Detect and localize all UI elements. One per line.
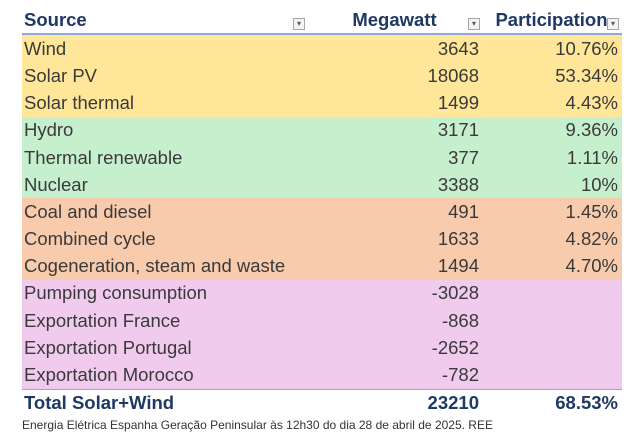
participation-cell[interactable]: 4.82%	[483, 225, 622, 253]
header-megawatt-label: Megawatt	[352, 8, 437, 30]
participation-cell[interactable]	[483, 279, 622, 308]
source-cell[interactable]: Nuclear	[22, 171, 308, 199]
megawatt-cell[interactable]: -3028	[308, 279, 483, 308]
source-cell[interactable]: Exportation Portugal	[22, 334, 308, 362]
participation-cell[interactable]: 10%	[483, 171, 622, 199]
participation-cell[interactable]	[483, 361, 622, 390]
source-cell[interactable]: Exportation Morocco	[22, 361, 308, 390]
source-cell[interactable]: Thermal renewable	[22, 143, 308, 172]
table-row: Wind 3643 10.76%	[22, 34, 622, 63]
megawatt-cell[interactable]: 3171	[308, 116, 483, 144]
header-participation-label: Participation	[495, 8, 608, 30]
participation-cell[interactable]: 10.76%	[483, 34, 622, 63]
source-cell[interactable]: Combined cycle	[22, 225, 308, 253]
table-row: Solar thermal 1499 4.43%	[22, 89, 622, 117]
table-row: Coal and diesel 491 1.45%	[22, 198, 622, 226]
megawatt-cell[interactable]: 3388	[308, 171, 483, 199]
table-row: Exportation France -868	[22, 307, 622, 335]
source-cell[interactable]: Exportation France	[22, 307, 308, 335]
source-cell[interactable]: Pumping consumption	[22, 279, 308, 308]
table-row: Hydro 3171 9.36%	[22, 116, 622, 144]
participation-cell[interactable]: 9.36%	[483, 116, 622, 144]
participation-cell[interactable]: 4.70%	[483, 252, 622, 280]
megawatt-cell[interactable]: 18068	[308, 62, 483, 90]
source-cell[interactable]: Cogeneration, steam and waste	[22, 252, 308, 280]
energy-generation-table: Source ▾ Megawatt ▾ Participation ▾ Wind…	[22, 6, 622, 417]
megawatt-cell[interactable]: -2652	[308, 334, 483, 362]
source-caption: Energia Elétrica Espanha Geração Peninsu…	[22, 418, 493, 432]
source-filter-dropdown-icon[interactable]: ▾	[293, 18, 305, 31]
header-source[interactable]: Source ▾	[22, 6, 308, 36]
megawatt-filter-dropdown-icon[interactable]: ▾	[468, 18, 480, 31]
participation-filter-dropdown-icon[interactable]: ▾	[607, 18, 619, 31]
total-source-cell[interactable]: Total Solar+Wind	[22, 388, 308, 417]
source-cell[interactable]: Wind	[22, 34, 308, 63]
table-row: Solar PV 18068 53.34%	[22, 62, 622, 90]
participation-cell[interactable]: 4.43%	[483, 89, 622, 117]
header-megawatt[interactable]: Megawatt ▾	[308, 6, 483, 36]
participation-cell[interactable]: 1.11%	[483, 143, 622, 172]
megawatt-cell[interactable]: -868	[308, 307, 483, 335]
header-source-label: Source	[24, 8, 87, 30]
megawatt-cell[interactable]: 377	[308, 143, 483, 172]
total-participation-cell[interactable]: 68.53%	[483, 388, 622, 417]
table-row: Thermal renewable 377 1.11%	[22, 143, 622, 172]
megawatt-cell[interactable]: 1499	[308, 89, 483, 117]
table-row: Combined cycle 1633 4.82%	[22, 225, 622, 253]
megawatt-cell[interactable]: -782	[308, 361, 483, 390]
participation-cell[interactable]: 53.34%	[483, 62, 622, 90]
energy-table-sheet: Source ▾ Megawatt ▾ Participation ▾ Wind…	[22, 6, 622, 417]
table-body: Wind 3643 10.76% Solar PV 18068 53.34% Solar t…	[22, 34, 622, 390]
source-cell[interactable]: Hydro	[22, 116, 308, 144]
participation-cell[interactable]: 1.45%	[483, 198, 622, 226]
participation-cell[interactable]	[483, 307, 622, 335]
total-megawatt-cell[interactable]: 23210	[308, 388, 483, 417]
table-row: Cogeneration, steam and waste 1494 4.70%	[22, 252, 622, 280]
total-row: Total Solar+Wind 23210 68.53%	[22, 388, 622, 417]
table-row: Exportation Morocco -782	[22, 361, 622, 390]
participation-cell[interactable]	[483, 334, 622, 362]
header-participation[interactable]: Participation ▾	[483, 6, 622, 36]
megawatt-cell[interactable]: 1633	[308, 225, 483, 253]
table-row: Exportation Portugal -2652	[22, 334, 622, 362]
table-row: Nuclear 3388 10%	[22, 171, 622, 199]
table-row: Pumping consumption -3028	[22, 279, 622, 308]
megawatt-cell[interactable]: 491	[308, 198, 483, 226]
source-cell[interactable]: Solar PV	[22, 62, 308, 90]
megawatt-cell[interactable]: 1494	[308, 252, 483, 280]
table-header-row: Source ▾ Megawatt ▾ Participation ▾	[22, 6, 622, 36]
megawatt-cell[interactable]: 3643	[308, 34, 483, 63]
source-cell[interactable]: Solar thermal	[22, 89, 308, 117]
source-cell[interactable]: Coal and diesel	[22, 198, 308, 226]
